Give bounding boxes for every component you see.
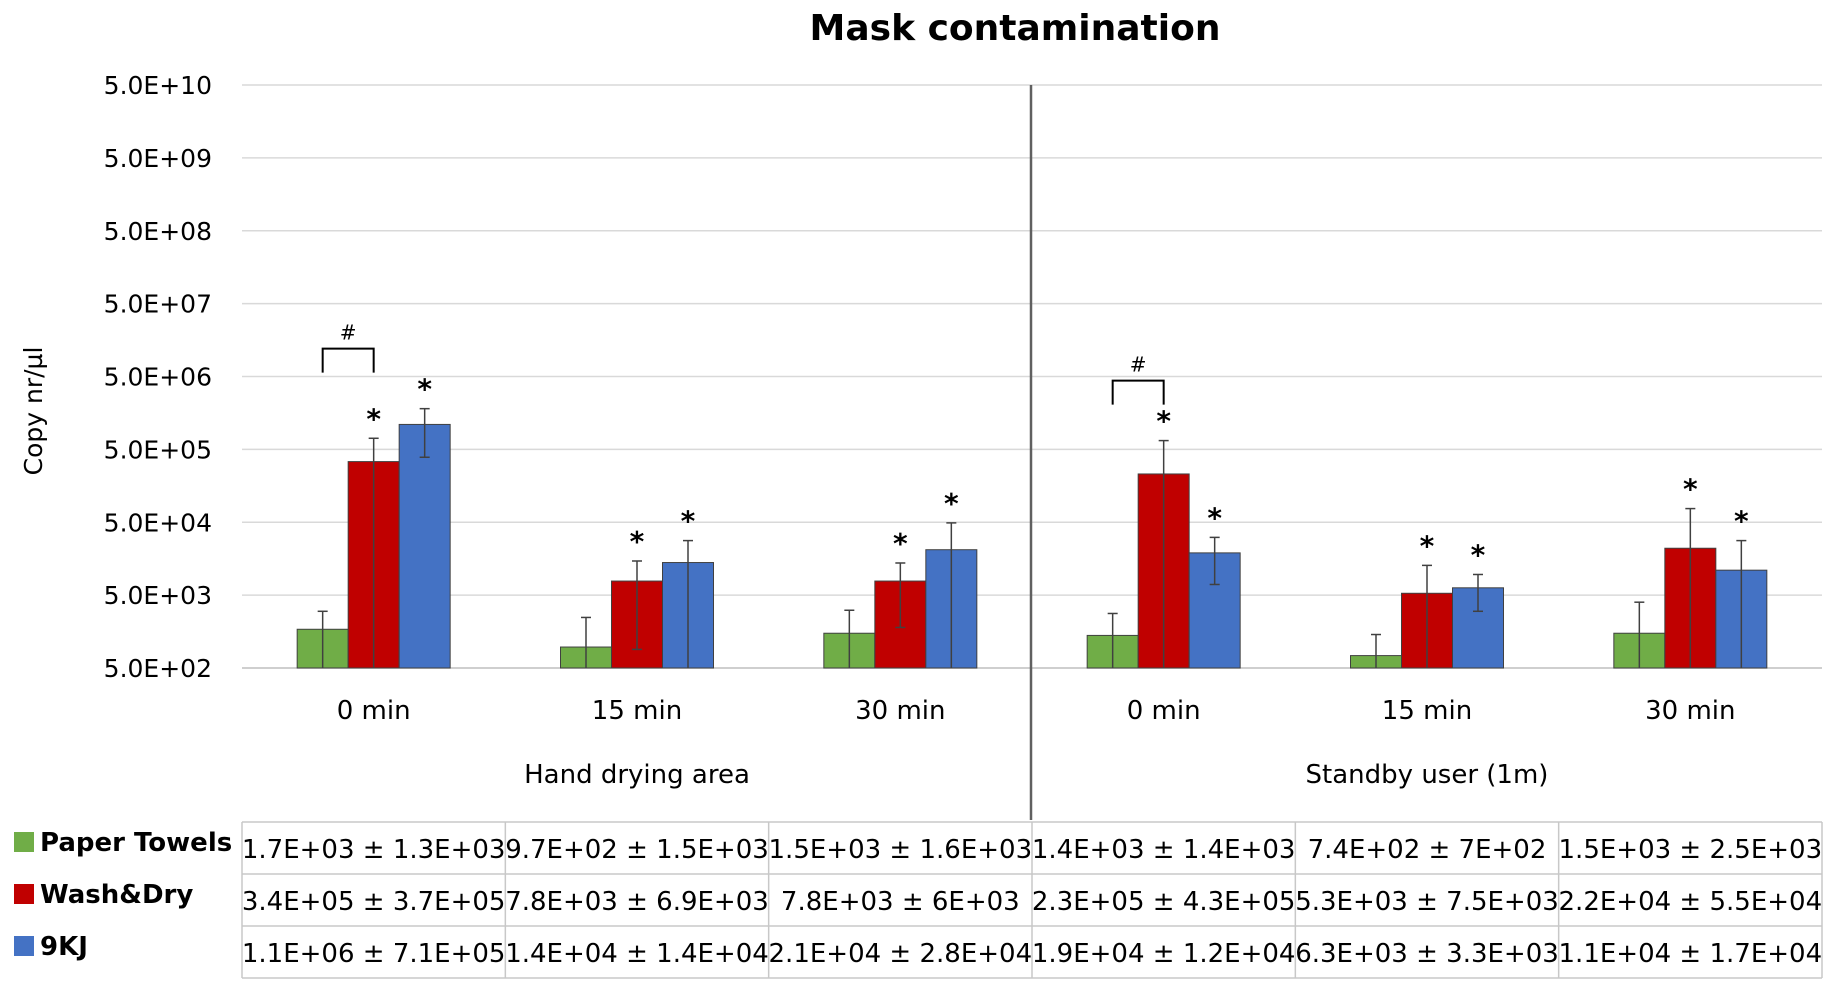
significance-star: *: [1156, 405, 1171, 438]
y-axis-label: Copy nr/µl: [19, 347, 48, 476]
table-cell: 3.4E+05 ± 3.7E+05: [242, 887, 506, 917]
significance-star: *: [944, 487, 959, 520]
significance-star: *: [417, 373, 432, 406]
legend-swatch: [14, 936, 34, 956]
legend-label: 9KJ: [40, 932, 88, 962]
table-cell: 7.8E+03 ± 6.9E+03: [505, 887, 769, 917]
y-tick-label: 5.0E+07: [104, 290, 212, 319]
table-cell: 1.1E+04 ± 1.7E+04: [1559, 939, 1823, 969]
x-tick-label: 30 min: [855, 696, 945, 726]
y-tick-label: 5.0E+06: [104, 363, 212, 392]
table-cell: 1.9E+04 ± 1.2E+04: [1032, 939, 1296, 969]
table-cell: 2.2E+04 ± 5.5E+04: [1559, 887, 1823, 917]
y-tick-label: 5.0E+10: [104, 71, 212, 100]
table-cell: 9.7E+02 ± 1.5E+03: [505, 835, 769, 865]
table-cell: 1.1E+06 ± 7.1E+05: [242, 939, 506, 969]
x-tick-label: 30 min: [1645, 696, 1735, 726]
bracket: [1111, 379, 1165, 405]
bracket-symbol: #: [1130, 353, 1147, 377]
table-cell: 7.4E+02 ± 7E+02: [1308, 835, 1547, 865]
comparison-brackets: ##: [321, 321, 1165, 405]
significance-star: *: [366, 402, 381, 435]
error-bars: [317, 407, 1747, 668]
significance-star: *: [681, 505, 696, 538]
legend-label: Paper Towels: [40, 828, 232, 858]
data-table: 1.7E+03 ± 1.3E+03 9.7E+02 ± 1.5E+03 1.5E+0…: [241, 821, 1823, 979]
table-cell: 2.1E+04 ± 2.8E+04: [769, 939, 1033, 969]
legend: Paper Towels Wash&Dry 9KJ: [14, 828, 232, 962]
category-labels: 0 min 15 min 30 min 0 min 15 min 30 min: [337, 696, 1736, 726]
significance-star: *: [1683, 473, 1698, 506]
table-cell: 5.3E+03 ± 7.5E+03: [1295, 887, 1559, 917]
significance-star: *: [1734, 505, 1749, 538]
group-label: Hand drying area: [524, 760, 750, 790]
significance-star: *: [1420, 529, 1435, 562]
y-tick-label: 5.0E+05: [104, 435, 212, 464]
bar: [398, 423, 451, 669]
table-cell: 7.8E+03 ± 6E+03: [781, 887, 1020, 917]
x-tick-label: 15 min: [592, 696, 682, 726]
legend-swatch: [14, 832, 34, 852]
significance-star: *: [1471, 538, 1486, 571]
table-cell: 1.7E+03 ± 1.3E+03: [242, 835, 506, 865]
x-tick-label: 0 min: [337, 696, 411, 726]
bracket-symbol: #: [340, 321, 357, 345]
y-tick-label: 5.0E+02: [104, 654, 212, 683]
legend-label: Wash&Dry: [40, 880, 193, 910]
significance-star: *: [893, 527, 908, 560]
y-tick-label: 5.0E+08: [104, 217, 212, 246]
significance-markers: * * * * * * * * * * * *: [366, 373, 1749, 572]
table-cell: 2.3E+05 ± 4.3E+05: [1032, 887, 1296, 917]
bracket: [321, 347, 375, 373]
significance-star: *: [1207, 501, 1222, 534]
group-label: Standby user (1m): [1306, 760, 1549, 790]
table-cell: 1.4E+03 ± 1.4E+03: [1032, 835, 1296, 865]
table-cell: 1.5E+03 ± 1.6E+03: [769, 835, 1033, 865]
chart-title: Mask contamination: [810, 8, 1221, 49]
y-tick-label: 5.0E+09: [104, 144, 212, 173]
legend-swatch: [14, 884, 34, 904]
y-axis-ticks: 5.0E+02 5.0E+03 5.0E+04 5.0E+05 5.0E+06 5.0E+…: [104, 71, 212, 683]
table-cell: 1.5E+03 ± 2.5E+03: [1559, 835, 1823, 865]
table-cell: 6.3E+03 ± 3.3E+03: [1295, 939, 1559, 969]
y-tick-label: 5.0E+03: [104, 581, 212, 610]
y-tick-label: 5.0E+04: [104, 508, 212, 537]
group-labels: Hand drying area Standby user (1m): [524, 760, 1548, 790]
significance-star: *: [630, 525, 645, 558]
table-cell: 1.4E+04 ± 1.4E+04: [505, 939, 769, 969]
x-tick-label: 0 min: [1127, 696, 1201, 726]
x-tick-label: 15 min: [1382, 696, 1472, 726]
